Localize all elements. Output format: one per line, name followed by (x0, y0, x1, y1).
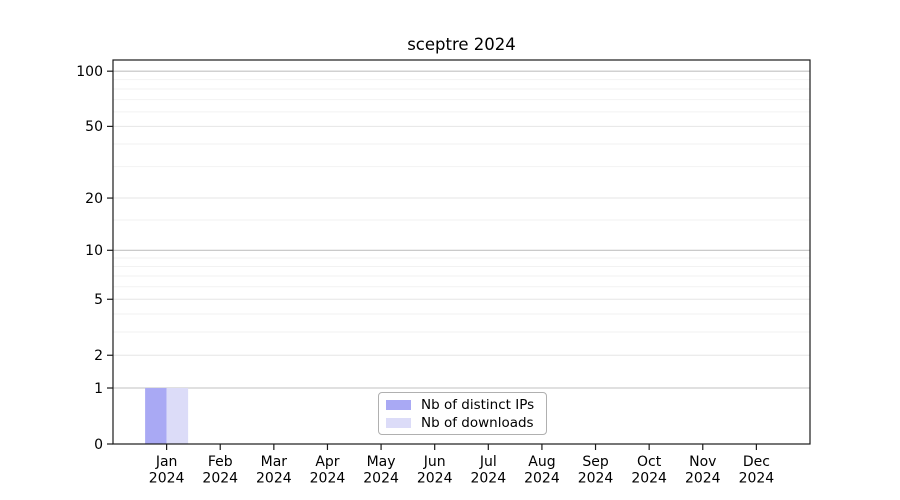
chart-title: sceptre 2024 (407, 35, 516, 54)
x-tick-label: Dec 2024 (739, 454, 775, 487)
legend-swatch-downloads (386, 417, 411, 428)
y-tick-label: 50 (85, 119, 103, 135)
x-tick-label: Mar 2024 (256, 454, 292, 487)
x-tick-label: Aug 2024 (524, 454, 560, 487)
x-tick-label: Jul 2024 (470, 454, 506, 487)
y-tick-label: 2 (94, 348, 103, 364)
x-tick-label: Oct 2024 (631, 454, 667, 487)
legend-swatch-distinct-ips (386, 399, 411, 410)
x-tick-label: Jun 2024 (417, 454, 453, 487)
legend-item-distinct-ips: Nb of distinct IPs (386, 396, 540, 413)
y-tick-label: 5 (94, 292, 103, 308)
plot-frame (112, 59, 811, 445)
x-tick-label: Feb 2024 (202, 454, 238, 487)
y-tick-label: 100 (76, 64, 103, 80)
bar-distinct-ips (145, 388, 167, 444)
y-tick-label: 0 (94, 437, 103, 453)
legend-item-downloads: Nb of downloads (386, 414, 540, 431)
bar-downloads (166, 388, 189, 444)
y-tick-label: 10 (85, 243, 103, 259)
legend-label-distinct-ips: Nb of distinct IPs (421, 396, 535, 413)
x-tick-label: Sep 2024 (578, 454, 614, 487)
x-tick-label: May 2024 (363, 454, 399, 487)
x-tick-label: Jan 2024 (149, 454, 185, 487)
legend-label-downloads: Nb of downloads (421, 414, 534, 431)
y-tick-label: 1 (94, 381, 103, 397)
y-tick-label: 20 (85, 191, 103, 207)
x-tick-label: Nov 2024 (685, 454, 721, 487)
legend: Nb of distinct IPs Nb of downloads (378, 392, 547, 435)
x-tick-label: Apr 2024 (310, 454, 346, 487)
